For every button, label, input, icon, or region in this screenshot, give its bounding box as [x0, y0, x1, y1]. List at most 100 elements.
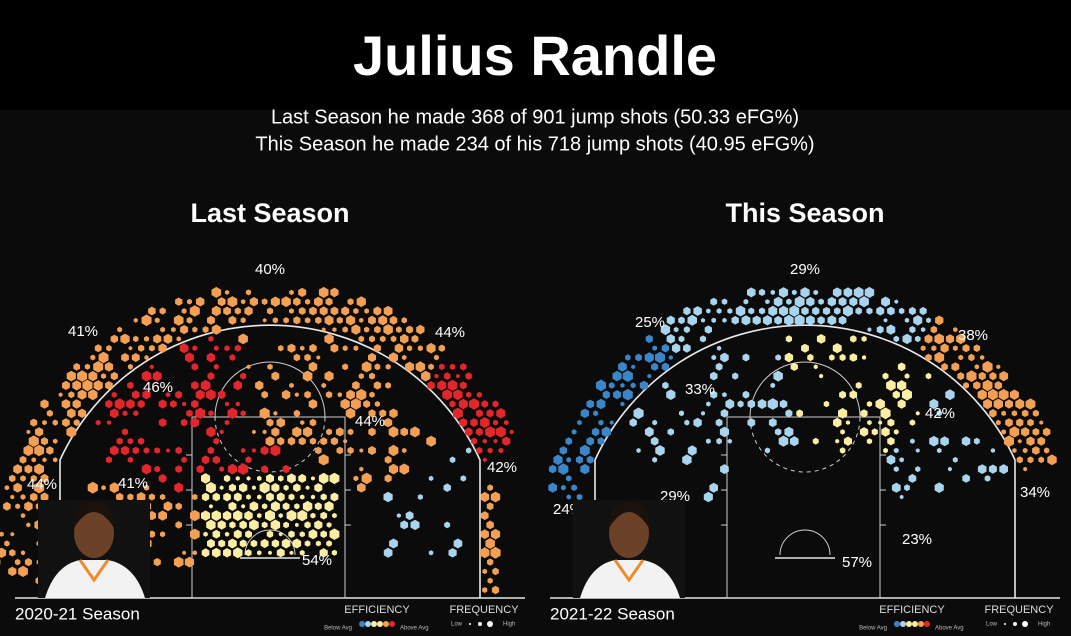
hexbin — [496, 408, 506, 419]
hexbin — [20, 550, 26, 556]
legend-title: FREQUENCY — [449, 604, 519, 616]
hexbin — [934, 333, 944, 345]
hexbin — [957, 372, 965, 381]
hexbin — [255, 380, 264, 391]
hexbin — [211, 305, 221, 317]
hexbin — [329, 528, 340, 540]
hexbin — [9, 474, 16, 483]
hexbin — [347, 298, 354, 306]
hexbin — [887, 437, 895, 446]
hexbin — [428, 363, 434, 371]
hexbin — [459, 381, 467, 390]
hexbin — [400, 334, 409, 344]
hexbin — [309, 343, 317, 353]
hexbin — [278, 475, 284, 482]
hexbin — [442, 389, 453, 401]
hexbin — [995, 419, 1001, 426]
hexbin — [596, 398, 606, 410]
hexbin — [693, 306, 702, 316]
hexbin — [127, 363, 133, 370]
hexbin — [245, 456, 252, 464]
hexbin — [320, 530, 327, 538]
hexbin — [170, 400, 177, 408]
hexbin — [229, 521, 236, 529]
hexbin — [710, 297, 718, 306]
hexbin — [887, 306, 895, 316]
hexbin — [609, 420, 614, 425]
hexbin — [459, 418, 468, 428]
hexbin — [881, 296, 890, 307]
hexbin — [66, 426, 77, 438]
hexbin — [192, 493, 198, 501]
hexbin — [261, 465, 269, 474]
hexbin — [678, 316, 685, 325]
hexbin — [186, 409, 193, 417]
legend-above: Above Avg — [400, 626, 429, 632]
hexbin — [207, 538, 215, 549]
hexbin — [827, 296, 836, 307]
zone-label: 33% — [685, 381, 715, 398]
hexbin — [136, 492, 146, 502]
hexbin — [747, 418, 756, 428]
hexbin — [838, 408, 848, 419]
hexbin — [1023, 466, 1028, 472]
hexbin — [270, 519, 281, 531]
hexbin — [940, 343, 949, 353]
hexbin — [710, 390, 718, 399]
hexbin — [639, 380, 648, 391]
hexbin — [586, 455, 594, 464]
hexbin — [160, 531, 166, 538]
hexbin — [292, 426, 302, 438]
hexbin — [687, 314, 697, 326]
hexbin — [318, 454, 329, 466]
hexbin — [311, 476, 315, 481]
hexbin — [281, 389, 291, 400]
hexbin — [206, 519, 216, 531]
zone-label: 41% — [68, 323, 98, 340]
hexbin — [320, 493, 327, 501]
hexbin — [620, 401, 625, 407]
hexbin — [116, 492, 124, 502]
hexbin — [222, 510, 232, 521]
hexbin — [843, 436, 852, 446]
hexbin — [88, 371, 98, 382]
hexbin — [293, 483, 301, 492]
hexbin — [267, 363, 273, 370]
hexbin — [181, 308, 187, 314]
zone-label: 40% — [255, 261, 285, 278]
hexbin — [287, 343, 296, 353]
hexbin — [303, 426, 313, 438]
hexbin — [298, 287, 307, 297]
hexbin — [181, 456, 187, 463]
hexbin — [31, 457, 36, 463]
hexbin — [262, 429, 267, 435]
hexbin — [191, 363, 199, 371]
hexbin — [644, 352, 654, 363]
hexbin — [127, 493, 134, 501]
hexbin — [1009, 389, 1019, 400]
hexbin — [789, 305, 800, 317]
hexbin — [935, 315, 944, 326]
legend-swatch — [383, 621, 389, 627]
hexbin — [988, 389, 998, 401]
court-heading: This Season — [725, 198, 884, 228]
hexbin — [453, 407, 463, 419]
hexbin — [439, 363, 445, 371]
hexbin — [437, 380, 447, 391]
hexbin — [141, 370, 152, 382]
hexbin — [893, 466, 899, 472]
hexbin — [784, 314, 794, 326]
hexbin — [817, 316, 825, 325]
hexbin — [324, 315, 334, 326]
hexbin — [882, 372, 889, 380]
subtitle: Last Season he made 368 of 901 jump shot… — [271, 106, 799, 128]
hexbin — [936, 410, 942, 417]
hexbin — [192, 550, 197, 556]
hexbin — [84, 363, 91, 370]
hexbin — [329, 472, 340, 485]
hexbin — [330, 492, 339, 502]
hexbin — [374, 401, 380, 407]
hexbin — [351, 324, 361, 335]
hexbin — [350, 398, 361, 410]
hexbin — [249, 501, 259, 512]
